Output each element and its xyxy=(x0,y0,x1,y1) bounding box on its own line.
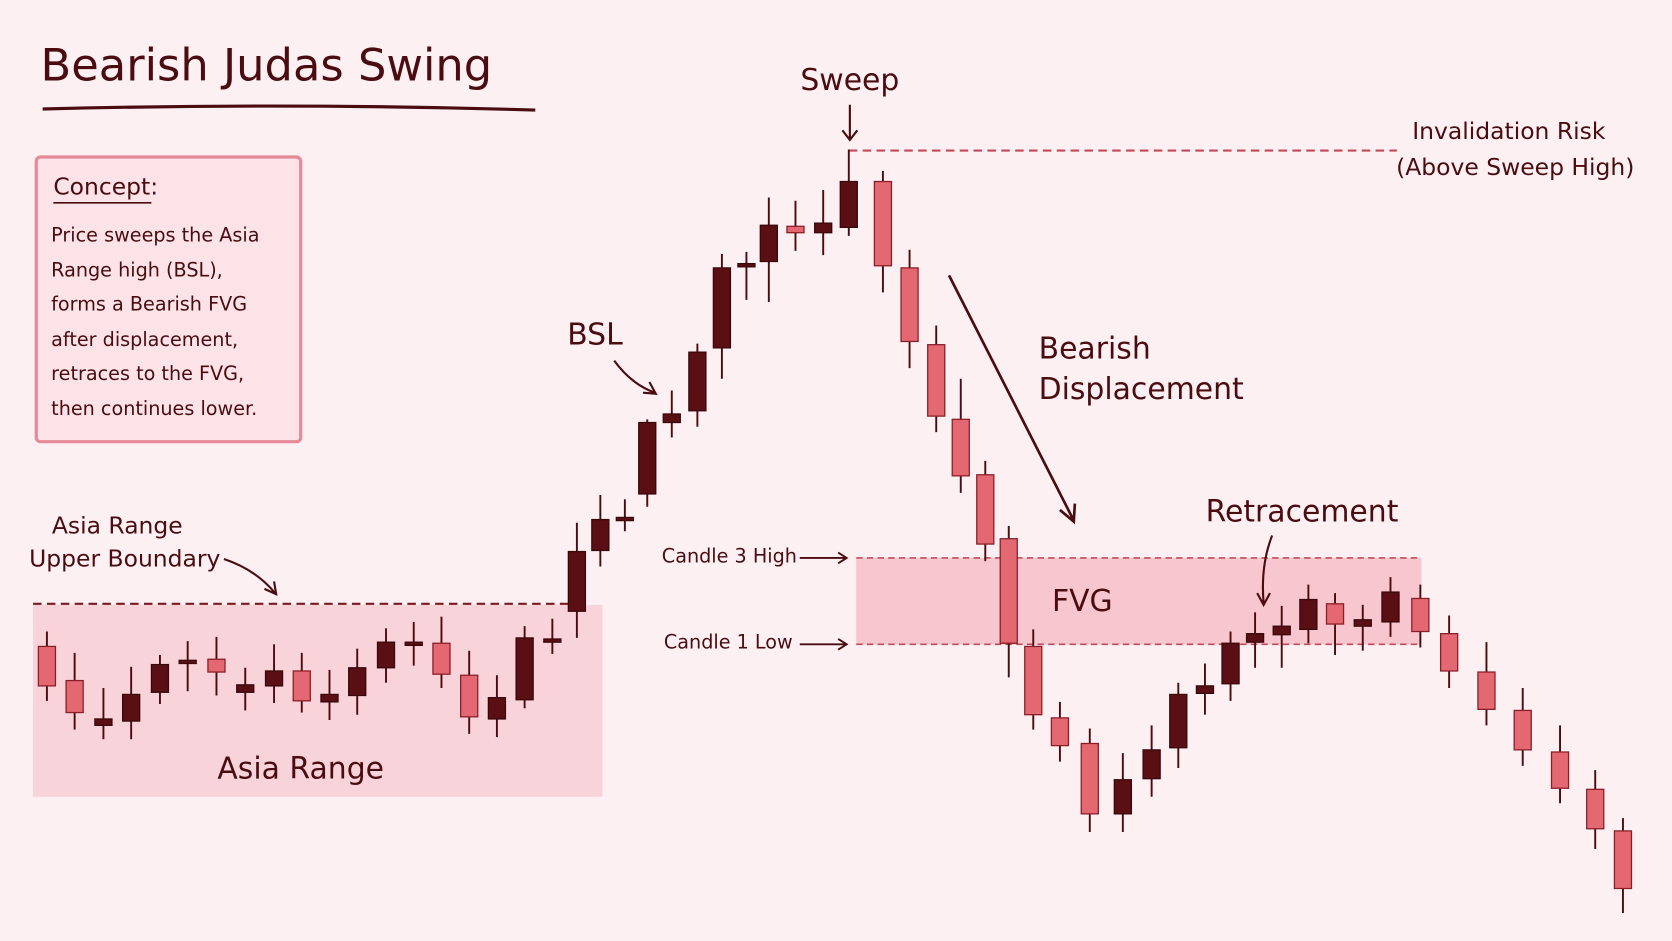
candle-body xyxy=(1169,693,1188,749)
concept-line: Price sweeps the Asia xyxy=(51,223,259,246)
invalidation-label: (Above Sweep High) xyxy=(1396,153,1634,181)
candle-body xyxy=(543,638,562,643)
concept-line: Range high (BSL), xyxy=(51,259,223,282)
candle-body xyxy=(1245,633,1265,643)
candle-body xyxy=(873,180,893,267)
candle-body xyxy=(1024,645,1043,716)
candle-body xyxy=(1113,779,1133,815)
concept-line: after displacement, xyxy=(51,328,238,351)
candle-body xyxy=(1613,830,1633,890)
concept-line: retraces to the FVG, xyxy=(51,362,244,385)
candle-body xyxy=(1299,598,1318,631)
candles xyxy=(37,149,1633,914)
displacement-label: Displacement xyxy=(1039,372,1244,407)
candle-body xyxy=(94,718,113,726)
fvg-label: FVG xyxy=(1052,584,1113,619)
candle-body xyxy=(1221,642,1240,685)
fvg-zone xyxy=(856,557,1422,645)
candle3-label: Candle 3 High xyxy=(662,544,797,567)
candle-body xyxy=(839,180,858,229)
candle-body xyxy=(1550,751,1570,789)
candle-body xyxy=(591,518,610,552)
candle-body xyxy=(1381,591,1400,623)
arrow xyxy=(947,274,1077,525)
candle-body xyxy=(1586,788,1605,830)
candle-body xyxy=(1195,685,1215,695)
concept-line: forms a Bearish FVG xyxy=(51,293,247,316)
candle-body xyxy=(927,344,946,417)
boundary-label: Upper Boundary xyxy=(29,545,220,573)
candle-body xyxy=(65,679,84,714)
candle-body xyxy=(236,684,255,693)
candle-body xyxy=(1325,603,1345,625)
candle-body xyxy=(712,267,732,349)
candle-body xyxy=(1050,717,1070,747)
candle-body xyxy=(1080,742,1099,815)
candle-body xyxy=(976,474,995,545)
candle-body xyxy=(207,658,226,673)
candle-body xyxy=(432,642,451,675)
boundary-label: Asia Range xyxy=(52,512,183,540)
arrow xyxy=(799,551,849,651)
retracement-label: Retracement xyxy=(1206,495,1399,530)
candle-body xyxy=(121,693,141,722)
candle-body xyxy=(999,538,1018,644)
candle-body xyxy=(759,224,778,263)
candle-body xyxy=(292,670,311,702)
bsl-label: BSL xyxy=(567,318,623,353)
candle-body xyxy=(638,421,657,495)
arrow xyxy=(841,104,859,142)
displacement-label: Bearish xyxy=(1039,332,1151,367)
concept-box xyxy=(34,155,303,444)
candle-body xyxy=(37,645,57,687)
candle-body xyxy=(1142,749,1161,780)
candle-body xyxy=(515,637,534,701)
sweep-label: Sweep xyxy=(800,63,899,98)
candle-body xyxy=(487,696,507,720)
candle-body xyxy=(460,674,479,718)
candle-body xyxy=(1411,597,1430,633)
title-underline xyxy=(42,104,536,112)
title: Bearish Judas Swing xyxy=(41,38,493,91)
concept-line: then continues lower. xyxy=(51,397,257,420)
arrow xyxy=(223,557,278,596)
candle-body xyxy=(814,222,833,234)
candle-body xyxy=(688,351,707,412)
candle-body xyxy=(1513,709,1532,751)
candle-body xyxy=(348,667,367,697)
candle-body xyxy=(951,418,970,477)
candle-body xyxy=(1353,619,1372,627)
candle-body xyxy=(376,641,396,669)
candle-body xyxy=(320,693,339,703)
arrow xyxy=(1256,535,1274,608)
candle-body xyxy=(150,663,170,693)
candle-body xyxy=(900,267,919,343)
candle-body xyxy=(615,516,635,522)
invalidation-label: Invalidation Risk xyxy=(1412,117,1606,145)
candle-body xyxy=(1477,671,1496,710)
candle-body xyxy=(662,413,681,424)
candle-body xyxy=(1272,625,1291,636)
asia-range-label: Asia Range xyxy=(217,752,384,787)
candle-body xyxy=(567,550,587,612)
candle-body xyxy=(404,641,423,647)
candle-body xyxy=(1439,633,1459,672)
concept-heading: Concept: xyxy=(53,172,158,200)
candle-body xyxy=(264,670,284,687)
candle-body xyxy=(178,659,197,665)
arrow xyxy=(613,360,658,395)
candle1-label: Candle 1 Low xyxy=(664,631,793,654)
candle-body xyxy=(786,225,805,234)
candle-body xyxy=(737,262,756,268)
